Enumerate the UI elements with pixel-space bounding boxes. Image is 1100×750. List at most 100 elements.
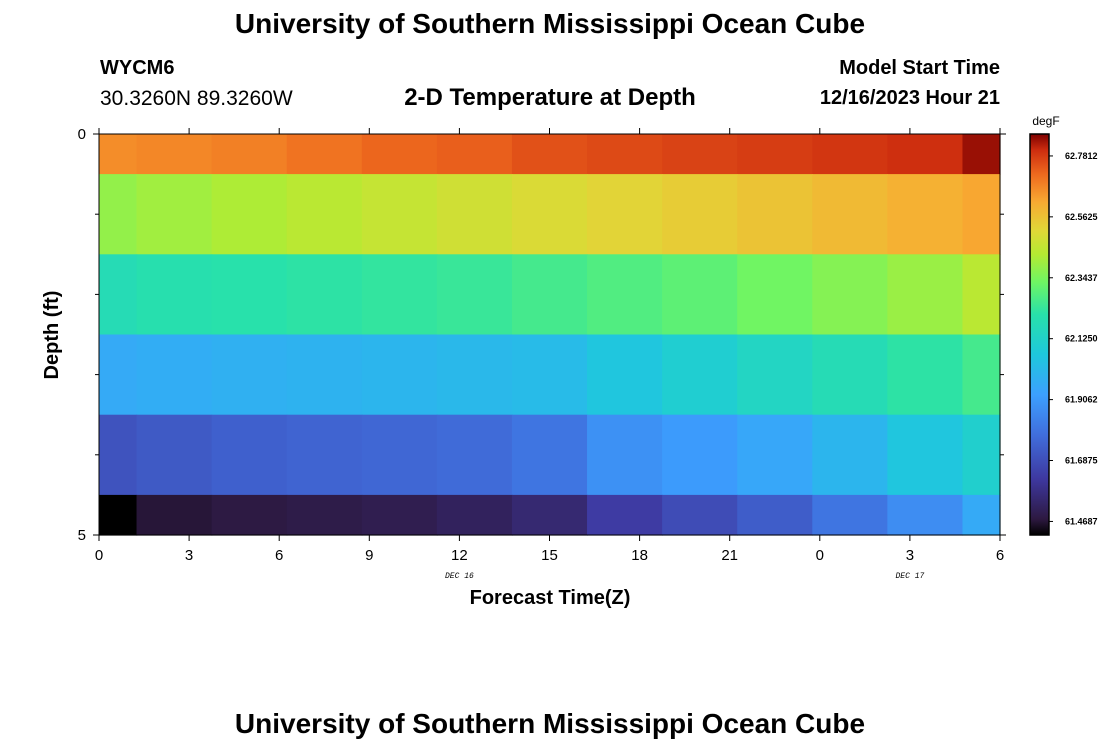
heatmap-cell [737, 414, 813, 496]
x-tick-label: 0 [816, 547, 824, 564]
x-tick-label: 12 [451, 547, 468, 564]
heatmap-cell [361, 254, 438, 336]
heatmap-cell [211, 254, 288, 336]
colorbar-tick-label: 62.1250 [1065, 334, 1098, 344]
y-axis-title: Depth (ft) [41, 291, 63, 380]
heatmap-cell [812, 134, 888, 175]
heatmap-cell [962, 254, 1001, 336]
heatmap-cell [662, 134, 738, 175]
heatmap-cell [587, 494, 663, 536]
heatmap-cell [662, 254, 738, 336]
heatmap-cell [136, 414, 213, 496]
heatmap-cell [587, 334, 663, 416]
x-tick-label: 6 [275, 547, 283, 564]
heatmap-cell [737, 174, 813, 255]
colorbar-tick-label: 62.5625 [1065, 212, 1098, 222]
colorbar-ticks: 62.7812 62.5625 62.3437 62.1250 61.9062 61.68… [1049, 151, 1098, 526]
heatmap-cell [361, 174, 438, 255]
heatmap-cell [737, 494, 813, 536]
heatmap-cell [361, 494, 438, 536]
y-axis: 05 [78, 126, 1006, 544]
heatmap-cell [286, 134, 363, 175]
heatmap-cell [99, 494, 138, 536]
x-tick-label: 3 [906, 547, 914, 564]
heatmap-cell [436, 494, 513, 536]
heatmap-cell [587, 174, 663, 255]
heatmap-cell [662, 414, 738, 496]
heatmap-cell [887, 494, 964, 536]
colorbar-gradient [1029, 133, 1050, 536]
heatmap-cell [737, 334, 813, 416]
heatmap-cell [662, 494, 738, 536]
y-tick-label: 0 [78, 126, 86, 143]
heatmap-cell [211, 494, 288, 536]
heatmap-cell [436, 174, 513, 255]
heatmap-cell [211, 174, 288, 255]
heatmap-cell [436, 134, 513, 175]
station-coordinates: 30.3260N 89.3260W [100, 87, 293, 110]
x-tick-label: 21 [721, 547, 738, 564]
heatmap-cells [99, 134, 1001, 536]
heatmap-cell [812, 494, 888, 536]
heatmap-cell [211, 334, 288, 416]
x-tick-label: 0 [95, 547, 103, 564]
colorbar-tick-label: 61.6875 [1065, 456, 1098, 466]
heatmap-cell [737, 134, 813, 175]
heatmap-cell [887, 134, 964, 175]
x-tick-label: 18 [631, 547, 648, 564]
heatmap-cell [436, 414, 513, 496]
heatmap-cell [286, 494, 363, 536]
heatmap-cell [887, 174, 964, 255]
colorbar-tick-label: 61.4687 [1065, 516, 1098, 526]
model-start-label: Model Start Time [839, 57, 1000, 79]
date-label: DEC 16 [445, 572, 474, 581]
heatmap-cell [511, 334, 588, 416]
heatmap-cell [737, 254, 813, 336]
y-tick-label: 5 [78, 527, 86, 544]
heatmap-cell [511, 254, 588, 336]
heatmap-cell [286, 174, 363, 255]
heatmap-cell [436, 334, 513, 416]
heatmap-cell [136, 134, 213, 175]
heatmap-cell [962, 414, 1001, 496]
heatmap-cell [812, 174, 888, 255]
heatmap-cell [511, 414, 588, 496]
heatmap-cell [662, 334, 738, 416]
heatmap-cell [211, 414, 288, 496]
heatmap-cell [286, 334, 363, 416]
footer-title: University of Southern Mississippi Ocean… [234, 708, 866, 739]
date-label: DEC 17 [895, 572, 924, 581]
heatmap-cell [211, 134, 288, 175]
colorbar-unit: degF [1032, 114, 1059, 128]
heatmap-cell [99, 174, 138, 255]
heatmap-cell [812, 414, 888, 496]
x-axis-title: Forecast Time(Z) [470, 587, 631, 609]
chart-subtitle: 2-D Temperature at Depth [404, 84, 696, 111]
heatmap-cell [511, 134, 588, 175]
heatmap-cell [962, 174, 1001, 255]
x-tick-label: 15 [541, 547, 558, 564]
model-start-value: 12/16/2023 Hour 21 [819, 87, 1000, 109]
heatmap-cell [812, 334, 888, 416]
heatmap-cell [511, 494, 588, 536]
heatmap-cell [587, 414, 663, 496]
heatmap-cell [136, 334, 213, 416]
heatmap-cell [99, 334, 138, 416]
heatmap-cell [662, 174, 738, 255]
heatmap-cell [962, 134, 1001, 175]
colorbar-tick-label: 62.3437 [1065, 273, 1098, 283]
heatmap-cell [587, 134, 663, 175]
colorbar-tick-label: 61.9062 [1065, 395, 1098, 405]
heatmap-cell [887, 334, 964, 416]
heatmap-cell [286, 254, 363, 336]
heatmap-cell [511, 174, 588, 255]
heatmap-cell [136, 254, 213, 336]
station-id: WYCM6 [100, 57, 175, 79]
heatmap-cell [136, 174, 213, 255]
x-axis: 0 3 6 9 12 15 18 21 0 3 6 DEC 16 DEC 17 [95, 128, 1004, 581]
x-tick-label: 6 [996, 547, 1004, 564]
heatmap-cell [99, 414, 138, 496]
heatmap-cell [136, 494, 213, 536]
heatmap-cell [887, 254, 964, 336]
heatmap-cell [361, 414, 438, 496]
